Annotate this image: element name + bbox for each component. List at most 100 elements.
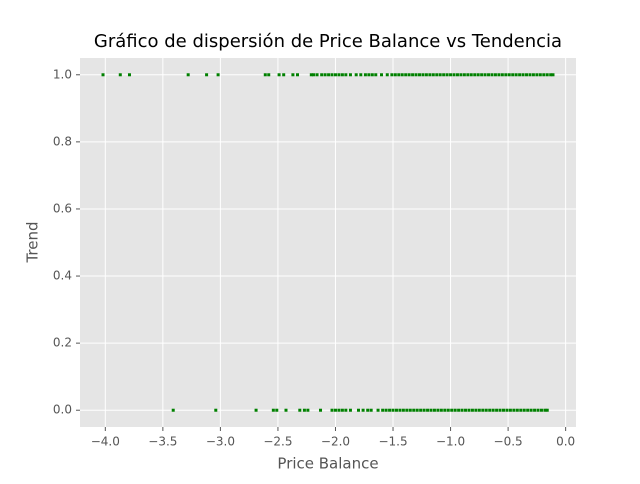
point	[545, 408, 549, 412]
point	[545, 73, 549, 77]
point	[457, 408, 461, 412]
point	[393, 73, 397, 77]
y-tick-label: 0.0	[53, 403, 72, 417]
point	[291, 73, 295, 77]
point	[330, 408, 334, 412]
point	[504, 73, 508, 77]
point	[417, 73, 421, 77]
point	[205, 73, 209, 77]
point	[466, 73, 470, 77]
point	[519, 408, 523, 412]
point	[449, 73, 453, 77]
point	[543, 408, 547, 412]
point	[460, 408, 464, 412]
point	[469, 73, 473, 77]
point	[263, 73, 267, 77]
x-tick-label: −1.5	[378, 435, 407, 449]
point	[306, 408, 310, 412]
point	[443, 408, 447, 412]
chart-title: Gráfico de dispersión de Price Balance v…	[94, 31, 562, 52]
point	[275, 408, 279, 412]
point	[467, 408, 471, 412]
x-tick-label: 0.0	[556, 435, 575, 449]
point	[481, 408, 485, 412]
point	[340, 408, 344, 412]
point	[315, 73, 319, 77]
point	[514, 73, 518, 77]
point	[385, 73, 389, 77]
point	[442, 73, 446, 77]
point	[267, 73, 271, 77]
point	[401, 408, 405, 412]
y-tick-label: 0.8	[53, 134, 72, 148]
point	[367, 73, 371, 77]
point	[101, 73, 105, 77]
point	[493, 73, 497, 77]
point	[398, 408, 402, 412]
point	[477, 408, 481, 412]
point	[505, 408, 509, 412]
point	[507, 73, 511, 77]
point	[320, 73, 324, 77]
point	[333, 73, 337, 77]
point	[483, 73, 487, 77]
point	[476, 73, 480, 77]
point	[419, 408, 423, 412]
point	[127, 73, 131, 77]
point	[474, 408, 478, 412]
point	[186, 73, 190, 77]
point	[271, 408, 275, 412]
point	[421, 73, 425, 77]
point	[551, 73, 555, 77]
point	[412, 408, 416, 412]
x-tick-label: −2.5	[263, 435, 292, 449]
point	[538, 73, 542, 77]
point	[380, 73, 384, 77]
point	[298, 408, 302, 412]
point	[518, 73, 522, 77]
point	[498, 408, 502, 412]
point	[369, 408, 373, 412]
point	[528, 73, 532, 77]
point	[171, 408, 175, 412]
y-axis-label: Trend	[24, 221, 42, 263]
point	[319, 408, 323, 412]
point	[512, 408, 516, 412]
point	[374, 73, 378, 77]
point	[446, 408, 450, 412]
point	[330, 73, 334, 77]
point	[470, 408, 474, 412]
point	[491, 408, 495, 412]
point	[473, 73, 477, 77]
point	[390, 73, 394, 77]
point	[450, 408, 454, 412]
x-tick-label: −4.0	[91, 435, 120, 449]
point	[536, 408, 540, 412]
y-tick-label: 1.0	[53, 67, 72, 81]
point	[480, 73, 484, 77]
x-tick-label: −3.5	[148, 435, 177, 449]
point	[549, 73, 553, 77]
point	[394, 408, 398, 412]
point	[453, 408, 457, 412]
point	[359, 73, 363, 77]
point	[529, 408, 533, 412]
point	[432, 408, 436, 412]
point	[459, 73, 463, 77]
point	[407, 73, 411, 77]
point	[484, 408, 488, 412]
point	[118, 73, 122, 77]
point	[435, 73, 439, 77]
point	[525, 73, 529, 77]
point	[429, 408, 433, 412]
point	[431, 73, 435, 77]
point	[522, 408, 526, 412]
point	[214, 408, 218, 412]
point	[411, 73, 415, 77]
point	[452, 73, 456, 77]
point	[309, 73, 313, 77]
y-tick-label: 0.4	[53, 269, 72, 283]
point	[511, 73, 515, 77]
point	[216, 73, 220, 77]
